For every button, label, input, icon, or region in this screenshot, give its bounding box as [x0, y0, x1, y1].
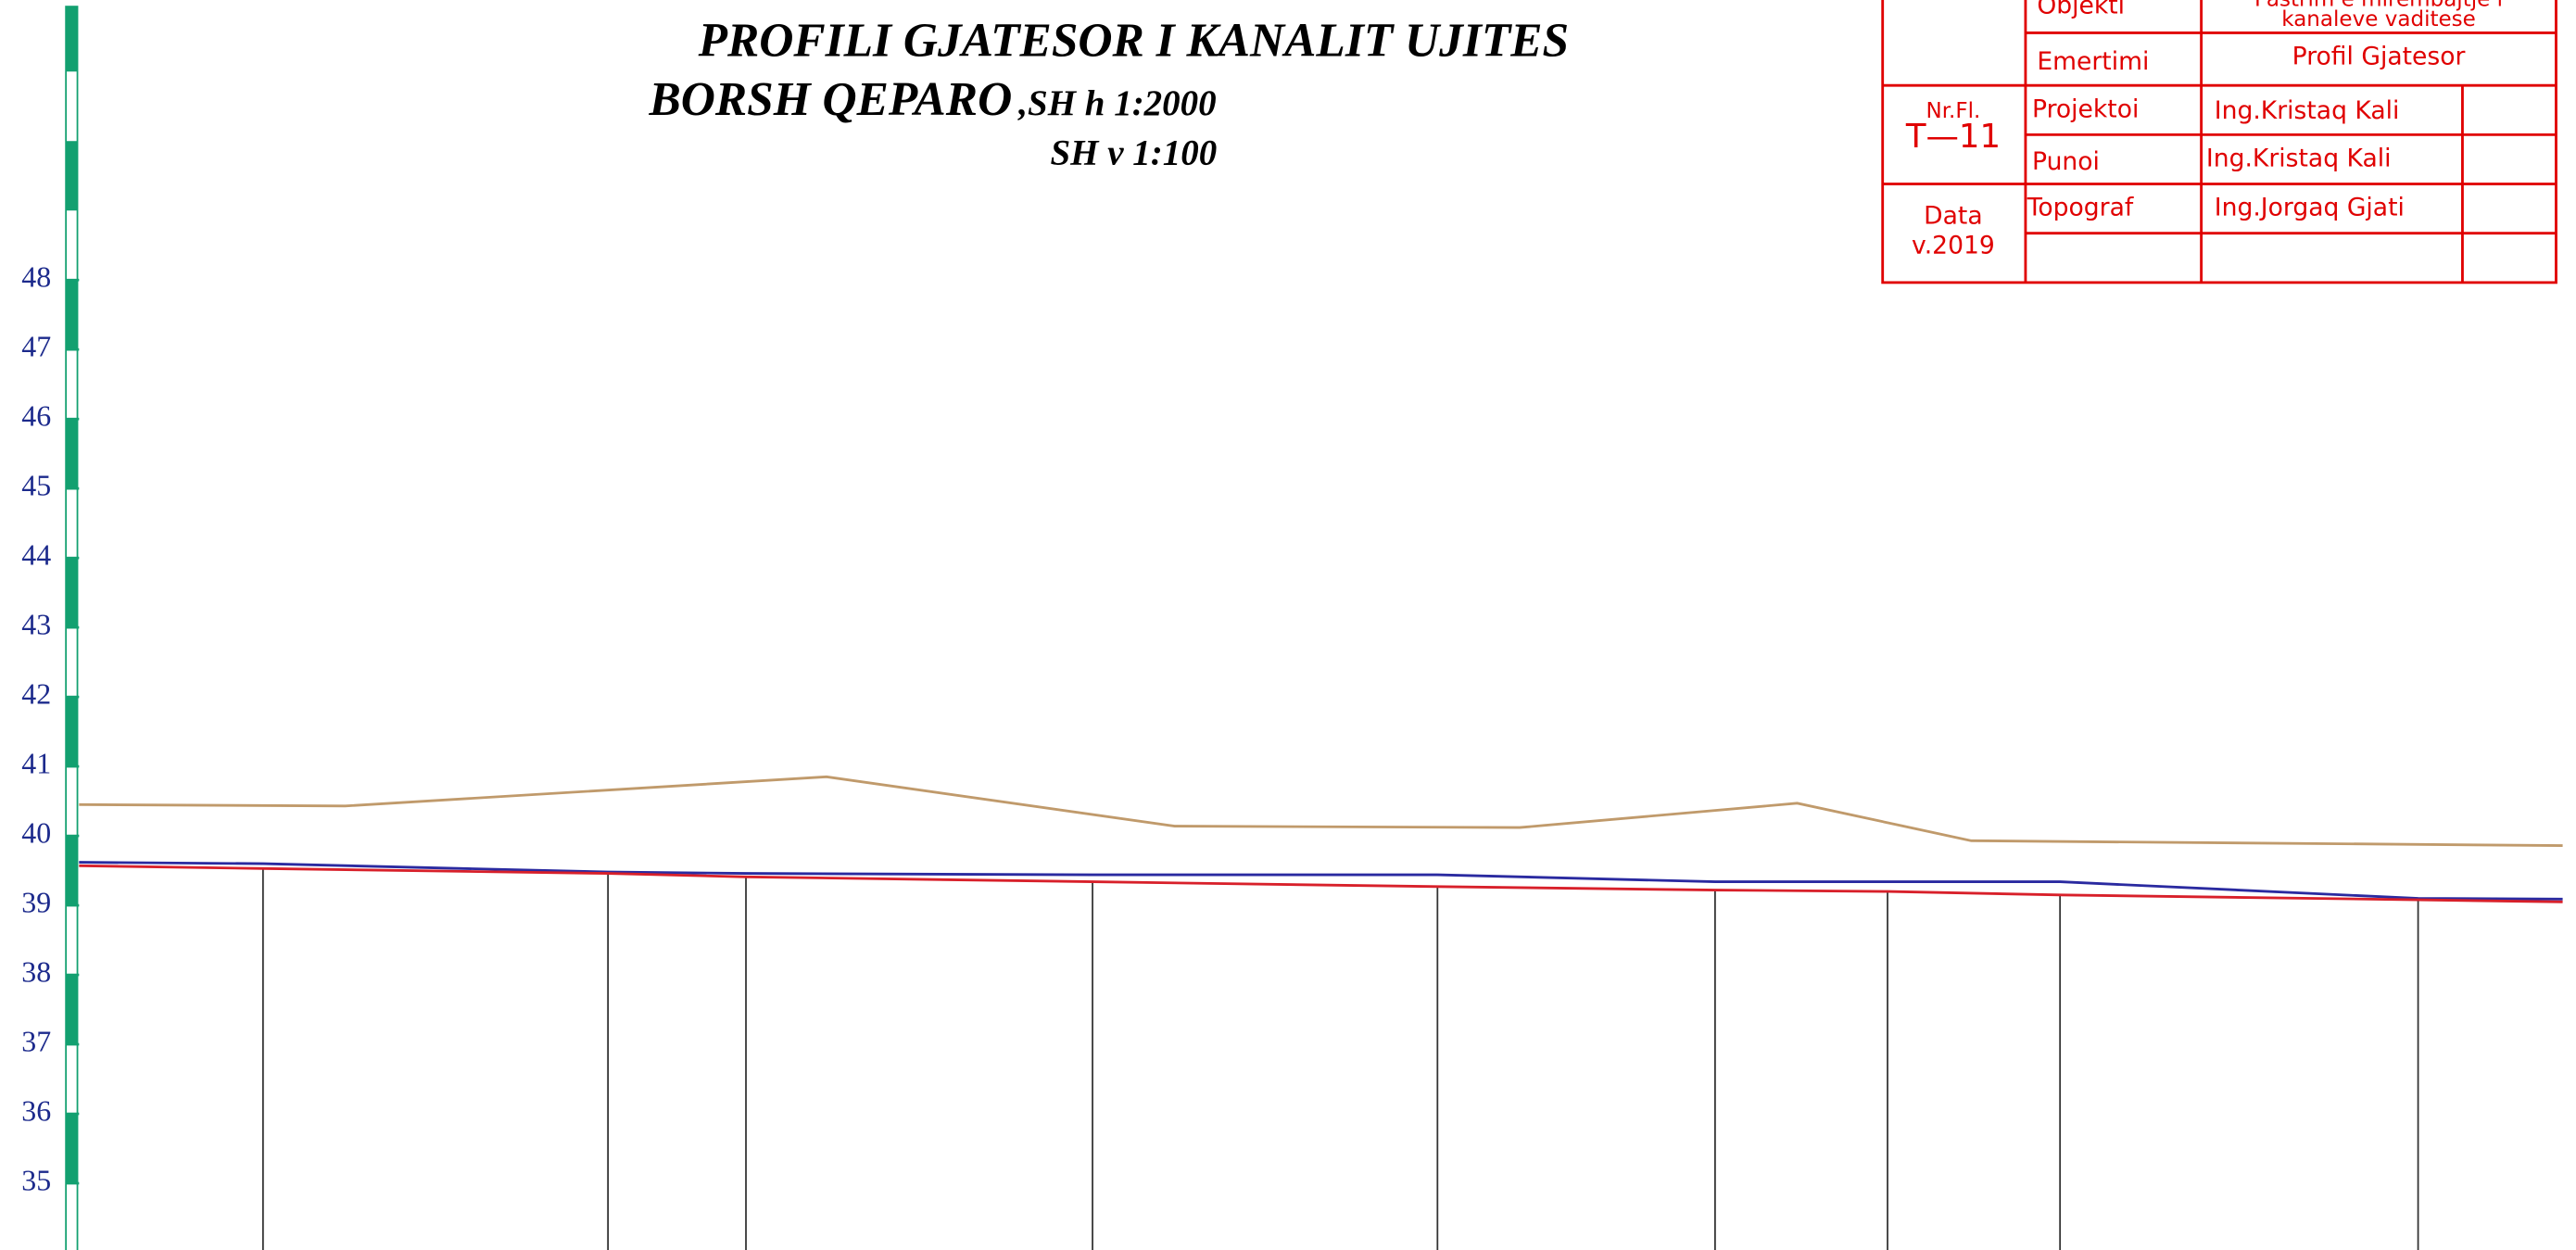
- profile-line: [79, 775, 2563, 847]
- scale-band: [66, 975, 78, 1045]
- sheet-label: Nr.Fl.: [1926, 99, 1980, 123]
- y-tick-label: 35: [21, 1164, 51, 1196]
- scale-band: [66, 419, 78, 489]
- subtitle: BORSH QEPARO: [648, 73, 1012, 126]
- designer-value: Ing.Kristaq Kali: [2215, 96, 2400, 125]
- worker-value: Ing.Kristaq Kali: [2206, 144, 2392, 172]
- name-value: Profil Gjatesor: [2292, 43, 2466, 71]
- sheet-value: T—11: [1905, 118, 2001, 156]
- scale-band: [66, 141, 78, 211]
- y-tick-label: 38: [21, 955, 51, 988]
- title-block: Objekti Pastrim e mirembajtje i kanaleve…: [1881, 0, 2557, 284]
- scale-band: [66, 836, 78, 906]
- name-label: Emertimi: [2037, 47, 2149, 76]
- profile-line: [79, 864, 2563, 903]
- y-tick-label: 44: [21, 538, 51, 571]
- object-label: Objekti: [2037, 0, 2125, 20]
- y-tick-label: 48: [21, 261, 51, 294]
- y-tick-label: 42: [21, 677, 51, 710]
- worker-label: Punoi: [2032, 147, 2100, 176]
- scale-h: ,SH h 1:2000: [1017, 83, 1216, 123]
- date-value: v.2019: [1912, 231, 1995, 259]
- block-frame: [1881, 0, 2557, 284]
- profile-line: [79, 861, 2563, 901]
- y-tick-label: 43: [21, 608, 51, 640]
- y-tick-label: 41: [21, 747, 51, 779]
- date-label: Data: [1924, 201, 1982, 230]
- y-tick-label: 47: [21, 331, 51, 363]
- y-tick-label: 45: [21, 469, 51, 501]
- y-tick-label: 40: [21, 816, 51, 849]
- surveyor-value: Ing.Jorgaq Gjati: [2215, 194, 2405, 222]
- designer-label: Projektoi: [2032, 95, 2139, 123]
- scale-band: [66, 558, 78, 628]
- scale-band: [66, 280, 78, 350]
- y-tick-label: 46: [21, 399, 51, 432]
- title: PROFILI GJATESOR I KANALIT UJITES: [698, 14, 1570, 67]
- y-tick-label: 36: [21, 1094, 51, 1127]
- surveyor-label: Topograf: [2027, 194, 2134, 222]
- object-line2: kanaleve vaditese: [2281, 7, 2476, 32]
- y-tick-label: 37: [21, 1025, 51, 1057]
- object-line1: Pastrim e mirembajtje i: [2254, 0, 2503, 12]
- scale-band: [66, 6, 78, 72]
- scale-band: [66, 1114, 78, 1184]
- scale-band: [66, 697, 78, 767]
- y-tick-label: 39: [21, 886, 51, 918]
- scale-v: SH v 1:100: [1050, 133, 1217, 172]
